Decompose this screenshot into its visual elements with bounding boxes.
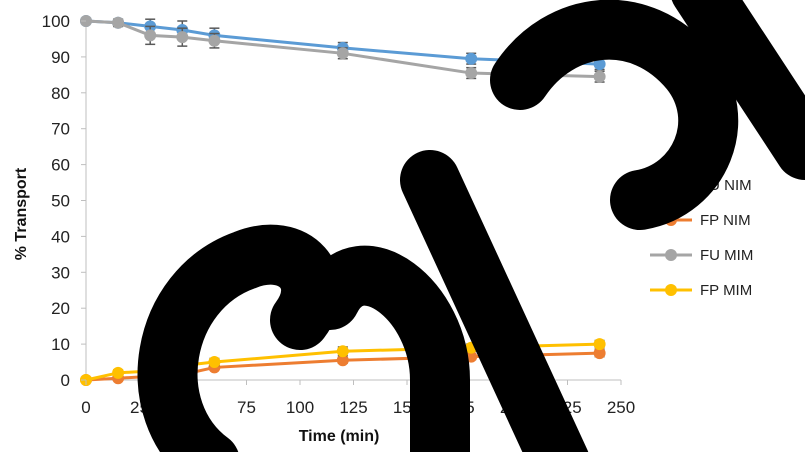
watermark-stroke-3: [400, 150, 589, 452]
data-point-fp-nim: [593, 347, 606, 360]
x-tick-label: 250: [607, 398, 635, 417]
y-tick-label: 30: [51, 263, 70, 282]
data-point-fu-mim: [112, 16, 125, 29]
y-tick-label: 50: [51, 192, 70, 211]
legend-marker-fu-mim: [665, 249, 677, 261]
data-point-fu-mim: [465, 67, 478, 80]
x-axis-title: Time (min): [299, 428, 380, 445]
y-tick-label: 70: [51, 120, 70, 139]
data-point-fp-mim: [593, 338, 606, 351]
legend-label-fp-mim: FP MIM: [700, 282, 752, 299]
y-tick-label: 100: [42, 12, 70, 31]
y-tick-label: 60: [51, 156, 70, 175]
y-tick-label: 40: [51, 227, 70, 246]
legend-marker-fp-mim: [665, 284, 677, 296]
data-point-fp-mim: [112, 366, 125, 379]
data-point-fu-mim: [593, 70, 606, 83]
x-tick-label: 100: [286, 398, 314, 417]
data-point-fu-mim: [176, 31, 189, 44]
legend-label-fu-mim: FU MIM: [700, 247, 753, 264]
x-tick-label: 0: [81, 398, 90, 417]
data-point-fu-nim: [465, 52, 478, 65]
x-tick-label: 125: [339, 398, 367, 417]
y-tick-label: 10: [51, 335, 70, 354]
y-axis-ticks: 0 10 20 30 40 50 60 70 80 90 100: [42, 12, 86, 390]
data-point-fp-nim: [336, 354, 349, 367]
watermark-stroke-1: [137, 224, 341, 452]
data-point-fp-mim: [208, 356, 221, 369]
legend-label-fp-nim: FP NIM: [700, 212, 751, 229]
y-axis-title: % Transport: [13, 167, 30, 260]
watermark-overlay: [137, 0, 805, 452]
y-tick-label: 0: [61, 371, 70, 390]
data-point-fu-mim: [336, 47, 349, 60]
y-tick-label: 90: [51, 48, 70, 67]
watermark-stroke-5: [671, 0, 805, 180]
x-tick-label: 75: [237, 398, 256, 417]
data-point-fu-mim: [208, 34, 221, 47]
watermark-stroke-4: [490, 0, 739, 230]
y-tick-label: 20: [51, 299, 70, 318]
y-tick-label: 80: [51, 84, 70, 103]
data-point-fu-mim: [144, 29, 157, 42]
series-fu-mim: [80, 15, 606, 83]
watermark-stroke-2: [300, 245, 470, 452]
data-point-fu-nim: [593, 58, 606, 71]
data-point-fp-mim: [336, 345, 349, 358]
